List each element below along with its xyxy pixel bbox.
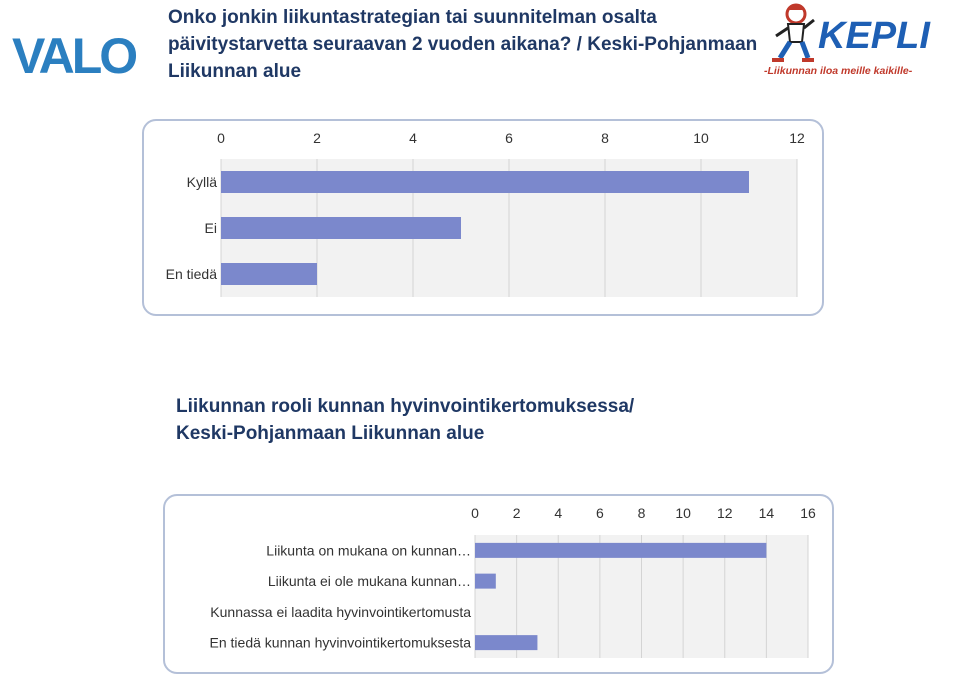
category-label: Liikunta on mukana on kunnan… bbox=[266, 542, 471, 558]
bar bbox=[221, 217, 461, 239]
category-label: Ei bbox=[205, 220, 217, 236]
x-tick-label: 8 bbox=[601, 130, 609, 146]
x-tick-label: 0 bbox=[217, 130, 225, 146]
x-tick-label: 4 bbox=[409, 130, 417, 146]
x-tick-label: 14 bbox=[759, 505, 775, 521]
section-2-title-line-2: Keski-Pohjanmaan Liikunnan alue bbox=[176, 423, 485, 444]
x-tick-label: 10 bbox=[675, 505, 691, 521]
valo-logo-text: VALO bbox=[12, 28, 136, 80]
title-line-2: päivitystarvetta seuraavan 2 vuoden aika… bbox=[168, 34, 758, 55]
kepli-slogan: -Liikunnan iloa meille kaikille- bbox=[764, 65, 913, 77]
kepli-logo-text: KEPLI bbox=[818, 15, 931, 57]
title-line-3: Liikunnan alue bbox=[168, 61, 302, 82]
x-tick-label: 2 bbox=[313, 130, 321, 146]
kepli-logo: KEPLI -Liikunnan iloa meille kaikille- bbox=[764, 3, 931, 77]
x-tick-label: 10 bbox=[693, 130, 709, 146]
title-line-1: Onko jonkin liikuntastrategian tai suunn… bbox=[168, 7, 657, 28]
x-tick-label: 16 bbox=[800, 505, 816, 521]
x-tick-label: 0 bbox=[471, 505, 479, 521]
section-2-title: Liikunnan rooli kunnan hyvinvointikertom… bbox=[176, 393, 776, 447]
category-label: Kyllä bbox=[187, 174, 218, 190]
x-tick-label: 6 bbox=[505, 130, 513, 146]
runner-mascot-icon bbox=[772, 3, 815, 62]
bar bbox=[221, 171, 749, 193]
x-tick-label: 12 bbox=[717, 505, 733, 521]
page-title: Onko jonkin liikuntastrategian tai suunn… bbox=[168, 4, 778, 85]
bar bbox=[475, 635, 538, 651]
category-label: Liikunta ei ole mukana kunnan… bbox=[268, 573, 471, 589]
category-label: En tiedä kunnan hyvinvointikertomuksesta bbox=[210, 635, 472, 651]
x-tick-label: 8 bbox=[638, 505, 646, 521]
section-2-title-line-1: Liikunnan rooli kunnan hyvinvointikertom… bbox=[176, 396, 635, 417]
bar bbox=[221, 263, 317, 285]
valo-logo: VALO bbox=[12, 28, 139, 80]
category-label: Kunnassa ei laadita hyvinvointikertomust… bbox=[210, 604, 471, 620]
x-tick-label: 12 bbox=[789, 130, 805, 146]
category-label: En tiedä bbox=[166, 266, 218, 282]
bar bbox=[475, 573, 496, 589]
x-tick-label: 6 bbox=[596, 505, 604, 521]
x-tick-label: 4 bbox=[554, 505, 562, 521]
bar bbox=[475, 542, 767, 558]
x-tick-label: 2 bbox=[513, 505, 521, 521]
